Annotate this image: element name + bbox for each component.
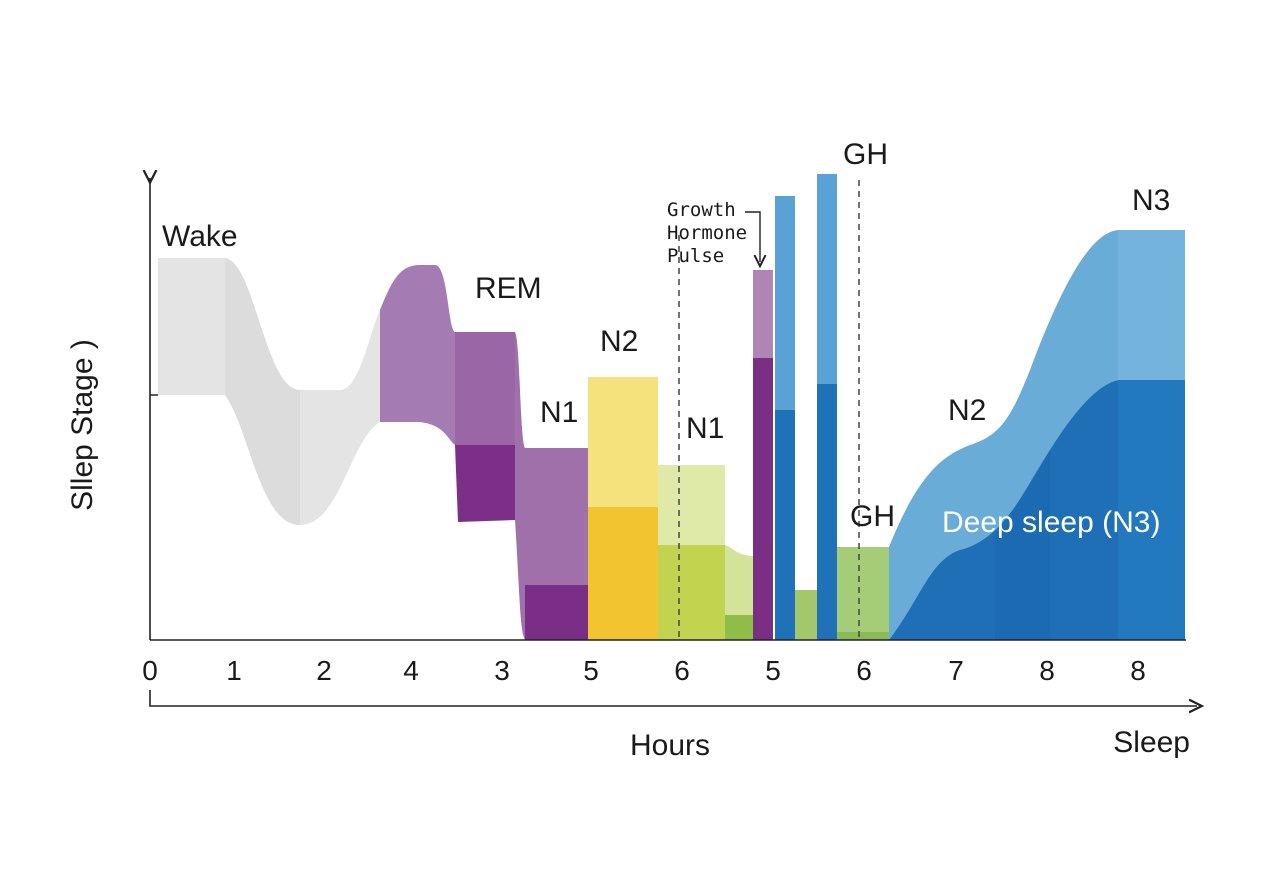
n1-purple-area: [515, 332, 588, 640]
stage-label-n1: N1: [540, 396, 578, 429]
stage-label-n1-green: N1: [686, 412, 724, 445]
x-tick-label: 6: [856, 655, 872, 686]
n3-blue-area: [889, 230, 1185, 640]
wake-area: [158, 258, 380, 525]
stage-label-rem: REM: [475, 272, 542, 305]
x-tick-label: 6: [674, 655, 690, 686]
x-axis-secondary-title: Sleep: [1113, 726, 1190, 759]
n1-green-block: [658, 465, 753, 640]
x-tick-label: 7: [948, 655, 964, 686]
stage-label-wake: Wake: [162, 220, 238, 253]
x-tick-label: 1: [226, 655, 242, 686]
gh-mid-label: GH: [850, 500, 895, 533]
gh-pulse-line-3: Pulse: [667, 245, 724, 267]
x-tick-label: 8: [1130, 655, 1146, 686]
x-tick-label: 2: [316, 655, 332, 686]
x-axis-title: Hours: [630, 729, 710, 762]
x-tick-label: 0: [142, 655, 158, 686]
stage-label-n2: N2: [600, 325, 638, 358]
gh-top-label: GH: [843, 138, 888, 171]
y-axis-title: Sllep Stage ): [66, 339, 99, 511]
x-tick-label: 4: [403, 655, 419, 686]
x-tick-labels: 0 1 2 4 3 5 6 5 6 7 8 8: [142, 655, 1146, 686]
gh-pulse-line-2: Hormone: [667, 222, 747, 244]
rem-area: [380, 265, 515, 522]
gh-spikes: [753, 174, 889, 640]
stage-label-n3: N3: [1132, 184, 1170, 217]
x-tick-label: 3: [494, 655, 510, 686]
secondary-x-axis: [149, 690, 1197, 706]
stage-label-n2-blue: N2: [948, 394, 986, 427]
x-tick-label: 8: [1039, 655, 1055, 686]
gh-pulse-pointer: [745, 211, 760, 262]
x-tick-label: 5: [765, 655, 781, 686]
gh-pulse-line-1: Growth: [667, 199, 736, 221]
deep-sleep-label: Deep sleep (N3): [942, 506, 1160, 539]
n2-yellow-block: [588, 377, 658, 640]
x-tick-label: 5: [583, 655, 599, 686]
